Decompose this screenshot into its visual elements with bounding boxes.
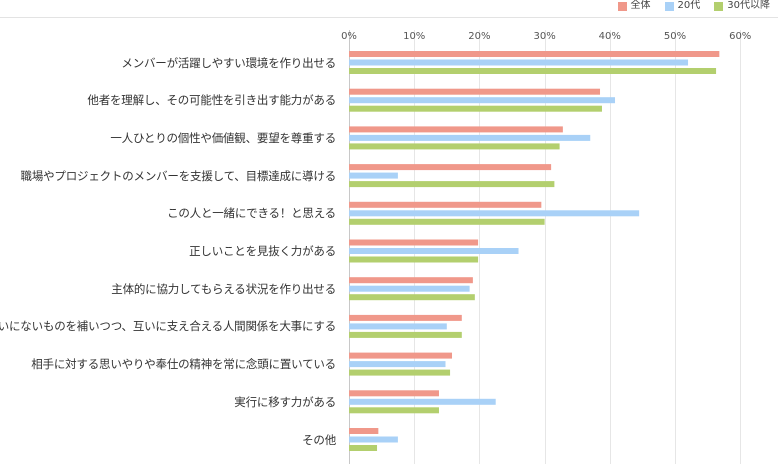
legend-label-30s-plus: 30代以降 <box>727 0 770 11</box>
bar-30s-plus-2 <box>349 143 560 150</box>
category-label: その他 <box>302 432 336 447</box>
category-label: 職場やプロジェクトのメンバーを支援して、目標達成に導ける <box>20 168 337 183</box>
bar-20s-2 <box>349 134 591 141</box>
legend-swatch-all <box>617 1 627 11</box>
category-label: 正しいことを見抜く力がある <box>189 244 336 258</box>
x-tick-label: 10% <box>403 31 425 42</box>
bar-all-7 <box>349 314 462 321</box>
bar-30s-plus-0 <box>349 68 717 74</box>
x-tick-label: 0% <box>341 31 357 42</box>
legend-swatch-20s <box>664 1 674 11</box>
x-tick-label: 60% <box>729 31 751 42</box>
bar-30s-plus-9 <box>349 407 439 414</box>
bar-all-4 <box>349 201 542 208</box>
bar-20s-8 <box>349 361 446 368</box>
bar-all-5 <box>349 239 479 246</box>
bar-20s-6 <box>349 285 470 292</box>
bar-20s-10 <box>349 436 398 443</box>
bar-all-0 <box>349 51 720 57</box>
x-tick-label: 40% <box>599 31 621 42</box>
category-label: この人と一緒にできる！と思える <box>167 206 336 221</box>
bar-20s-5 <box>349 248 519 254</box>
category-label: メンバーが活躍しやすい環境を作り出せる <box>121 55 336 70</box>
bar-30s-plus-6 <box>349 294 475 301</box>
legend-item-20s: 20代 <box>664 0 701 12</box>
category-label: 一人ひとりの個性や価値観、要望を尊重する <box>110 130 336 145</box>
bar-all-10 <box>349 428 379 434</box>
legend-swatch-30s-plus <box>714 1 724 11</box>
bar-all-8 <box>349 352 453 359</box>
legend-label-all: 全体 <box>630 0 651 11</box>
bar-20s-4 <box>349 210 640 217</box>
legend: 全体 20代 30代以降 <box>617 0 770 12</box>
bar-20s-3 <box>349 172 398 179</box>
bar-all-2 <box>349 126 563 133</box>
category-label: 他者を理解し、その可能性を引き出す能力がある <box>87 93 336 108</box>
bar-all-9 <box>349 390 439 397</box>
bar-all-6 <box>349 277 473 284</box>
bar-30s-plus-4 <box>349 218 545 225</box>
bar-30s-plus-5 <box>349 256 479 263</box>
legend-item-all: 全体 <box>617 0 651 12</box>
category-label: 実行に移す力がある <box>234 394 336 409</box>
x-tick-label: 50% <box>664 31 686 42</box>
bar-30s-plus-8 <box>349 369 451 376</box>
bar-20s-7 <box>349 323 447 330</box>
bar-30s-plus-7 <box>349 331 462 338</box>
bar-20s-1 <box>349 97 616 104</box>
bar-all-3 <box>349 164 552 171</box>
category-label: 互いにないものを補いつつ、互いに支え合える人間関係を大事にする <box>0 319 336 334</box>
category-label: 主体的に協力してもらえる状況を作り出せる <box>111 281 336 296</box>
legend-item-30s-plus: 30代以降 <box>714 0 770 12</box>
bar-30s-plus-3 <box>349 181 555 188</box>
legend-label-20s: 20代 <box>677 0 701 11</box>
category-label: 相手に対する思いやりや奉仕の精神を常に念頭に置いている <box>31 357 336 372</box>
bar-30s-plus-1 <box>349 105 602 112</box>
x-tick-label: 30% <box>533 31 555 42</box>
bar-20s-9 <box>349 398 496 405</box>
bar-30s-plus-10 <box>349 445 378 451</box>
x-tick-label: 20% <box>468 31 490 42</box>
bar-20s-0 <box>349 59 689 66</box>
bar-all-1 <box>349 88 601 95</box>
